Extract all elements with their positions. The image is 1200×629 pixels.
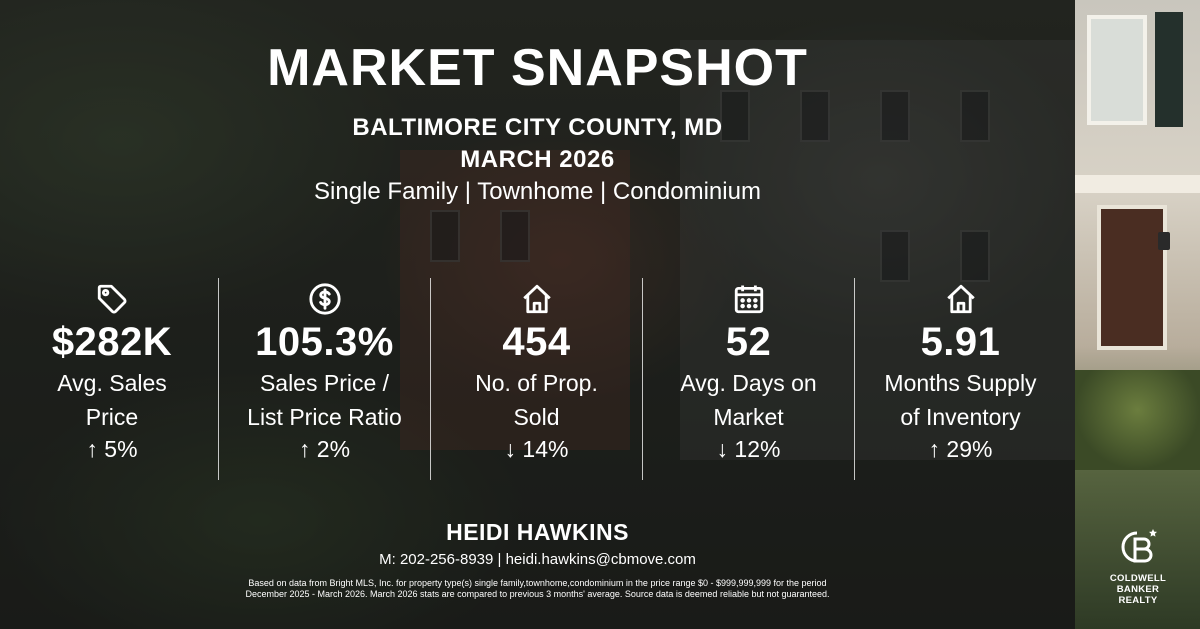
stat-change: ↑ 2%: [298, 436, 351, 462]
brand-line: COLDWELL: [1109, 573, 1167, 584]
coldwell-banker-logo: COLDWELL BANKER REALTY: [1098, 525, 1178, 606]
stat-change: ↑ 5%: [86, 436, 138, 462]
front-door: [1097, 205, 1167, 350]
calendar-icon: [732, 282, 766, 316]
stat-value: $282K: [51, 320, 173, 364]
window: [800, 90, 830, 142]
stat-change: ↑ 29%: [928, 436, 993, 462]
hedge: [1075, 370, 1200, 470]
property-types-label: Single Family | Townhome | Condominium: [314, 178, 761, 205]
shutter: [1155, 12, 1183, 127]
window: [500, 210, 530, 262]
period-label: MARCH 2026: [460, 146, 615, 173]
dark-overlay: [0, 0, 1075, 629]
disclaimer-text: Based on data from Bright MLS, Inc. for …: [245, 578, 830, 599]
stat-label: Sales Price /: [259, 370, 390, 396]
window: [960, 90, 990, 142]
stat-label: Price: [85, 404, 139, 430]
dollar-circle-icon: [308, 282, 342, 316]
brand-line: REALTY: [1118, 595, 1158, 606]
home-icon: [944, 282, 978, 316]
brick-building: [400, 150, 630, 450]
stat-label: Sold: [513, 404, 560, 430]
window: [880, 90, 910, 142]
stat-value: 454: [502, 320, 571, 364]
stats-row: $282K Avg. Sales Price ↑ 5% 105.3% Sales…: [6, 278, 1070, 480]
cb-monogram-icon: [1115, 525, 1161, 573]
stat-value: 5.91: [920, 320, 1001, 364]
stat-label: Avg. Sales: [57, 370, 167, 396]
stat-properties-sold: 454 No. of Prop. Sold ↓ 14%: [430, 278, 642, 480]
agent-contact: M: 202-256-8939 | heidi.hawkins@cbmove.c…: [379, 551, 696, 568]
stat-change: ↓ 14%: [504, 436, 569, 462]
window: [1087, 15, 1147, 125]
stat-label: List Price Ratio: [247, 404, 402, 430]
stat-label: Market: [713, 404, 784, 430]
rowhouse-photo-strip: [1075, 0, 1200, 629]
wall-lamp: [1158, 232, 1170, 250]
stat-label: No. of Prop.: [475, 370, 598, 396]
stat-label: Months Supply: [884, 370, 1037, 396]
location-label: BALTIMORE CITY COUNTY, MD: [352, 114, 723, 141]
stat-value: 52: [725, 320, 772, 364]
cornice: [1075, 175, 1200, 193]
window: [960, 230, 990, 282]
stat-label: Avg. Days on: [680, 370, 817, 396]
window: [430, 210, 460, 262]
stat-avg-sales-price: $282K Avg. Sales Price ↑ 5%: [6, 278, 218, 480]
agent-name: HEIDI HAWKINS: [446, 519, 629, 545]
stat-sales-list-ratio: 105.3% Sales Price / List Price Ratio ↑ …: [218, 278, 430, 480]
stat-label: of Inventory: [900, 404, 1021, 430]
home-icon: [520, 282, 554, 316]
stat-value: 105.3%: [255, 320, 394, 364]
page-title: MARKET SNAPSHOT: [267, 39, 808, 97]
stat-months-supply: 5.91 Months Supply of Inventory ↑ 29%: [854, 278, 1066, 480]
snapshot-content: MARKET SNAPSHOT BALTIMORE CITY COUNTY, M…: [6, 39, 1070, 599]
brand-line: BANKER: [1116, 584, 1160, 595]
stat-change: ↓ 12%: [716, 436, 781, 462]
window: [880, 230, 910, 282]
window: [720, 90, 750, 142]
stat-days-on-market: 52 Avg. Days on Market ↓ 12%: [642, 278, 854, 480]
price-tag-icon: [95, 282, 129, 316]
